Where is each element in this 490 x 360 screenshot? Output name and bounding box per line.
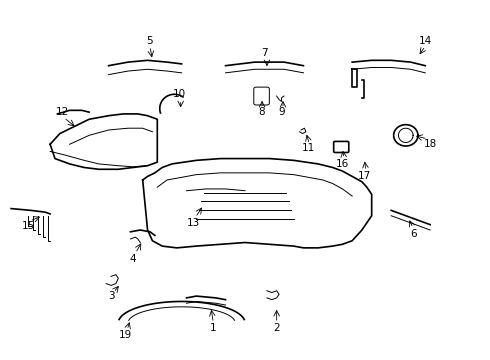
Text: 11: 11 [302,143,315,153]
Text: 3: 3 [108,291,114,301]
Text: 19: 19 [119,330,132,341]
Text: 16: 16 [336,159,349,169]
Text: 9: 9 [278,107,285,117]
Text: 12: 12 [56,107,69,117]
Text: 8: 8 [259,107,266,117]
Text: 2: 2 [273,323,280,333]
Text: 1: 1 [210,323,217,333]
Text: 4: 4 [130,253,136,264]
Text: 15: 15 [22,221,35,231]
Text: 17: 17 [358,171,371,181]
Text: 18: 18 [423,139,437,149]
Text: 13: 13 [187,218,200,228]
Text: 7: 7 [261,48,268,58]
Text: 14: 14 [418,36,432,46]
Text: 5: 5 [147,36,153,46]
Text: 6: 6 [410,229,416,239]
Text: 10: 10 [172,89,186,99]
